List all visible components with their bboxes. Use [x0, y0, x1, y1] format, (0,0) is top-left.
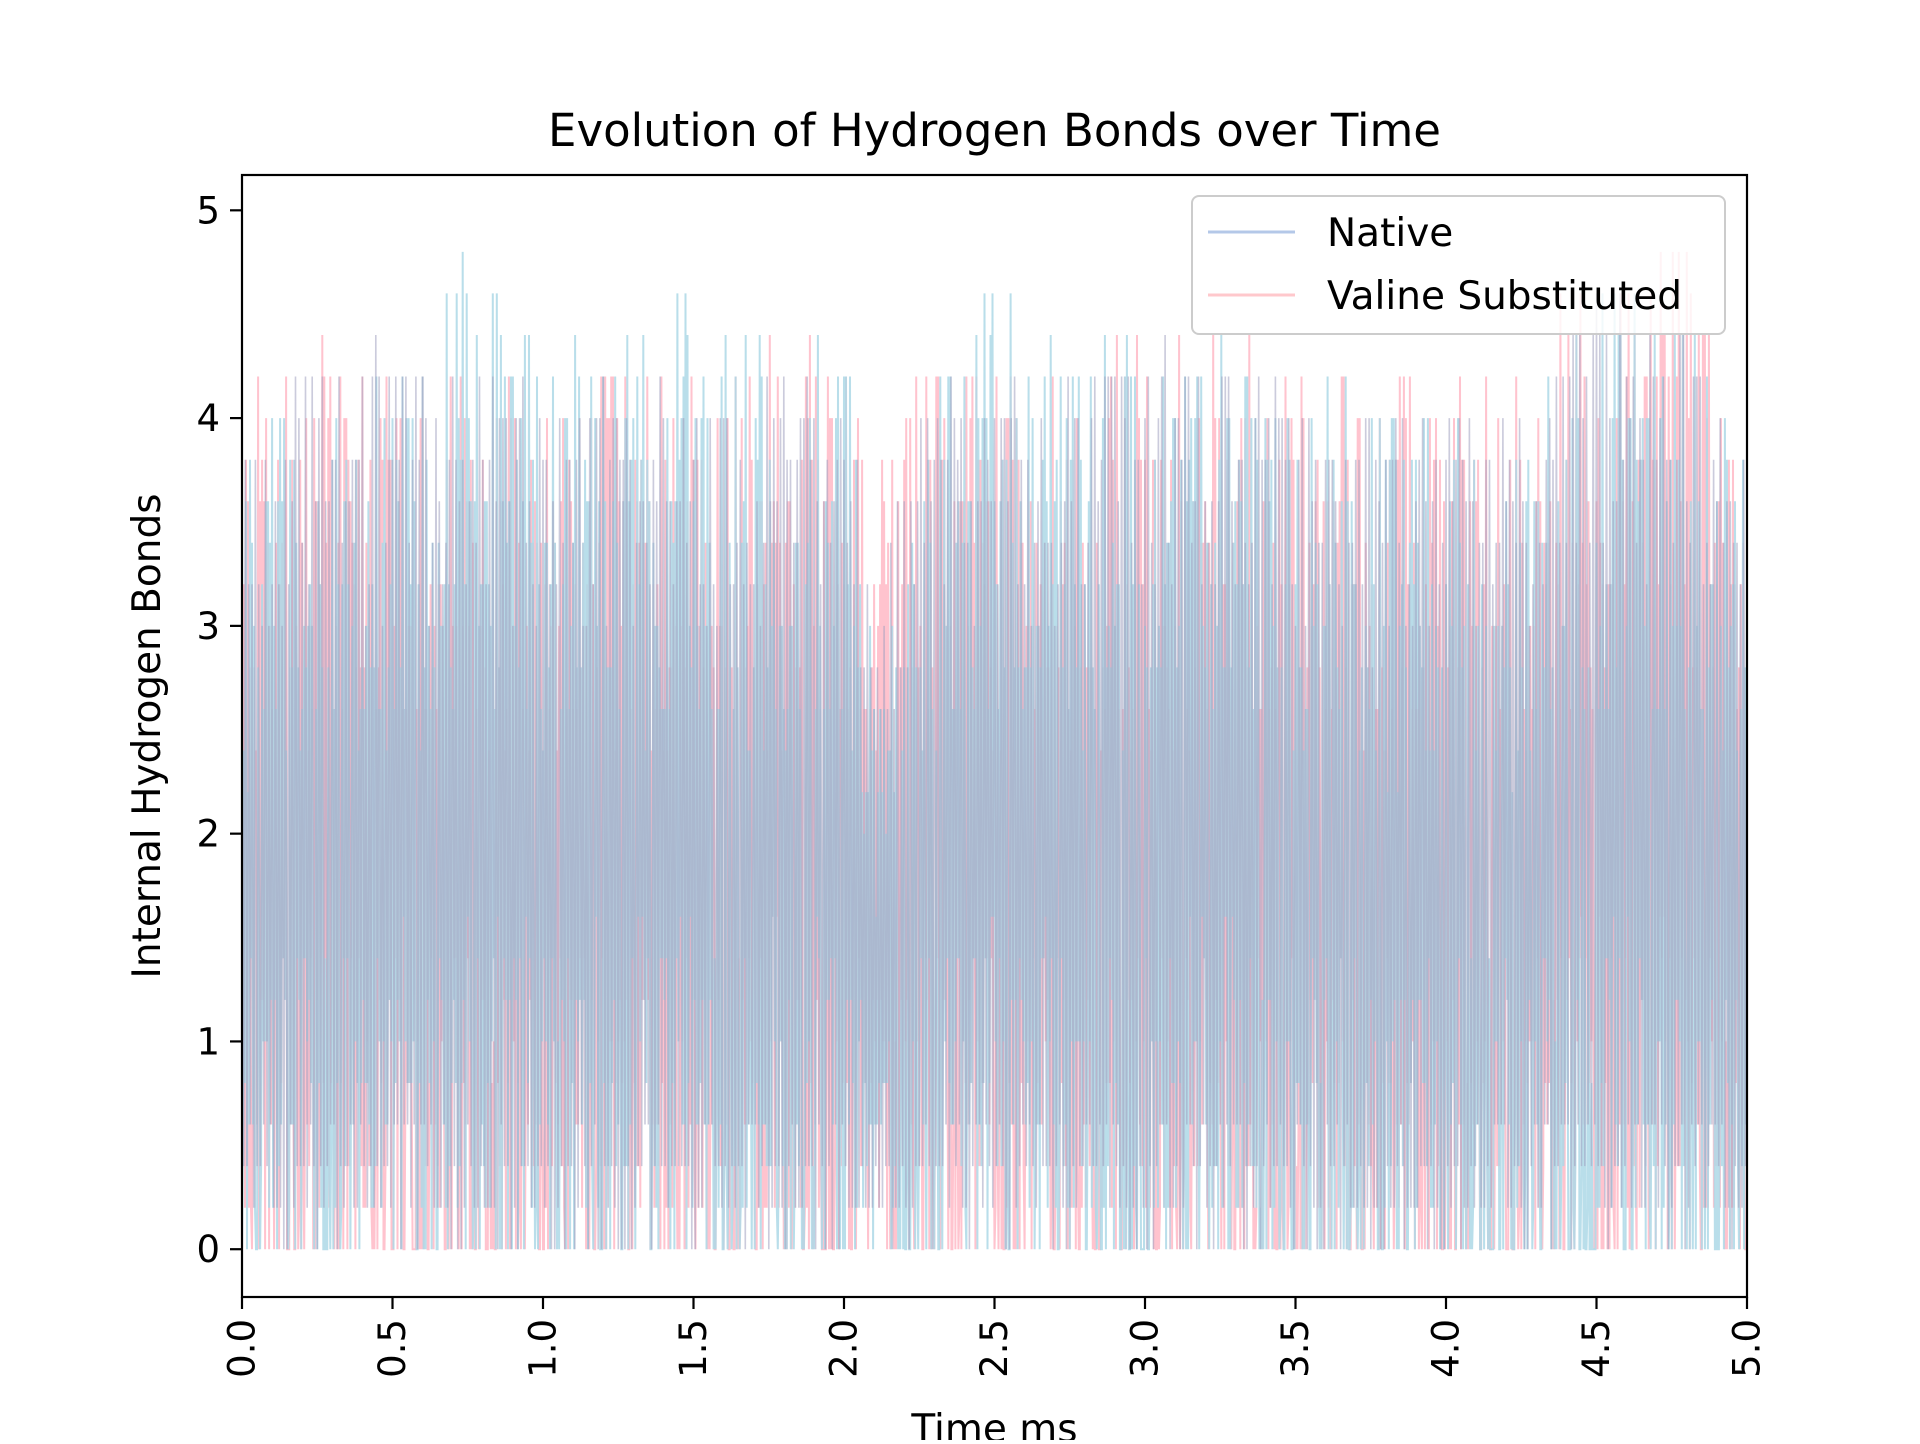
y-tick-label: 2 [196, 813, 220, 856]
x-tick-label: 3.5 [1274, 1319, 1317, 1378]
y-axis-label: Internal Hydrogen Bonds [125, 493, 170, 978]
x-tick-label: 0.5 [371, 1319, 414, 1378]
x-tick-label: 4.0 [1425, 1319, 1468, 1378]
x-tick-label: 1.5 [672, 1319, 715, 1378]
x-tick-label: 2.5 [973, 1319, 1016, 1378]
y-tick-label: 0 [196, 1228, 220, 1271]
legend: Native Valine Substituted [1191, 195, 1726, 335]
legend-label-native: Native [1327, 211, 1453, 256]
y-tick-label: 3 [196, 605, 220, 648]
y-tick-label: 1 [196, 1020, 220, 1063]
x-tick-label: 5.0 [1726, 1319, 1769, 1378]
series-overlap-trace [242, 293, 1747, 1250]
x-tick-label: 4.5 [1575, 1319, 1618, 1378]
y-tick-label: 4 [196, 397, 220, 440]
plot-area [242, 251, 1747, 1251]
chart-title: Evolution of Hydrogen Bonds over Time [548, 104, 1441, 157]
axes: 0.0 0.5 1.0 1.5 2.0 2.5 3.0 3.5 4.0 4.5 5.0 0 1 2 3 4 5 [196, 189, 1768, 1378]
x-tick-label: 0.0 [221, 1319, 264, 1378]
x-tick-label: 2.0 [823, 1319, 866, 1378]
legend-box [1191, 195, 1726, 335]
x-tick-label: 3.0 [1124, 1319, 1167, 1378]
legend-label-valine-substituted: Valine Substituted [1327, 274, 1682, 319]
x-axis-label: Time ms [910, 1407, 1077, 1440]
x-tick-label: 1.0 [522, 1319, 565, 1378]
y-tick-label: 5 [196, 189, 220, 232]
